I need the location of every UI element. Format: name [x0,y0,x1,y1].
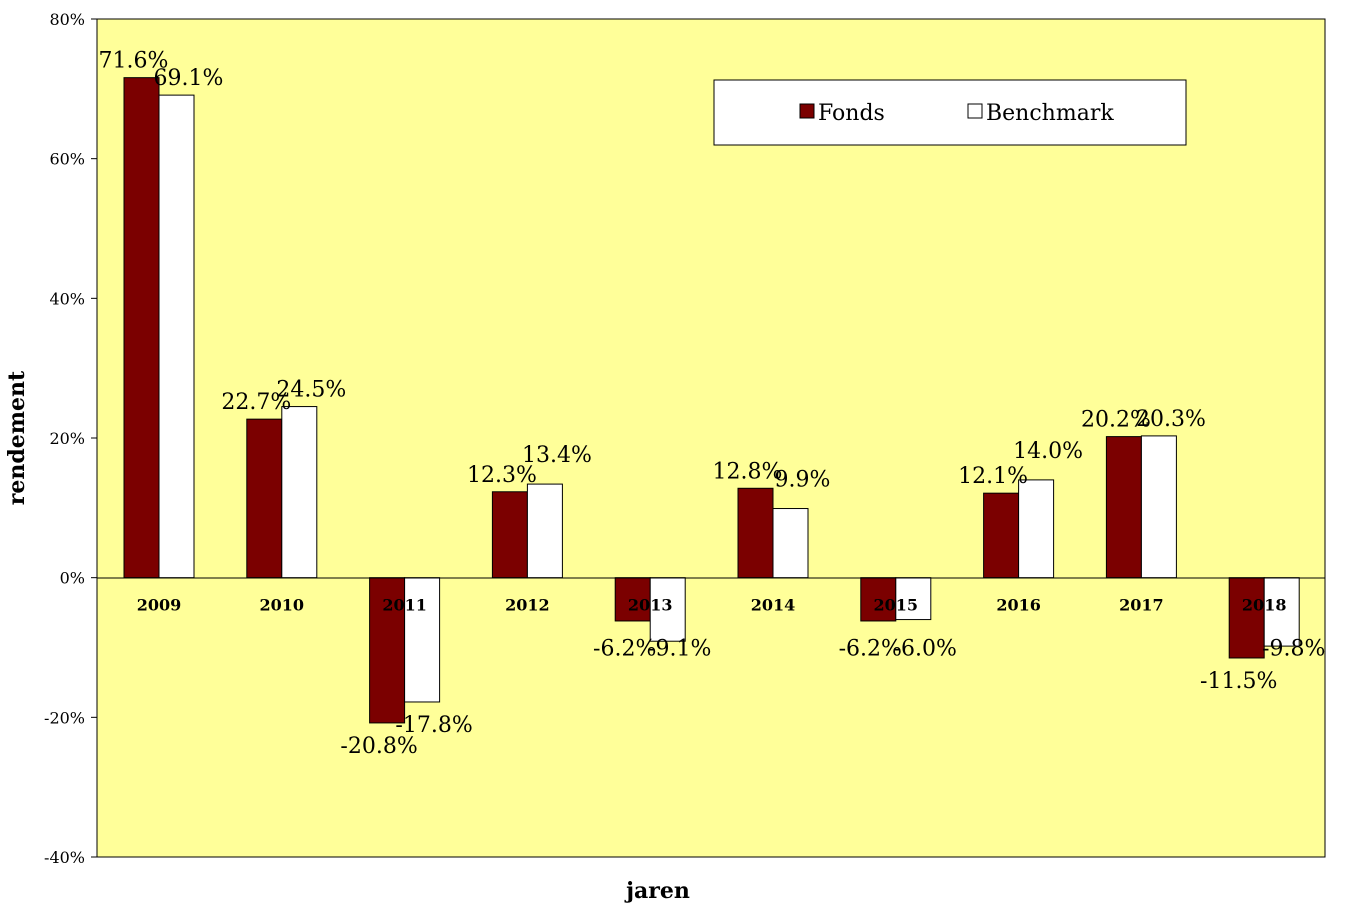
legend: Fonds Benchmark [713,79,1187,146]
y-tick-label: 40% [49,289,85,308]
data-label-fonds: 71.6% [99,49,169,74]
bars [123,77,1300,724]
category-label: 2018 [1242,596,1287,615]
bar-fonds [246,418,283,579]
category-label: 2012 [505,596,550,615]
data-label-fonds: -11.5% [1200,669,1277,694]
bar-fonds [983,492,1020,579]
category-labels: 2009 2010 2011 2012 2013 2014 2015 2016 2017 2018 [137,596,1287,615]
y-tick-label: 0% [60,569,85,588]
data-label-benchmark: 13.4% [522,443,592,468]
bar-benchmark [404,577,441,703]
bar-fonds [123,77,160,579]
bar-benchmark [1018,479,1055,579]
data-label-benchmark: -17.8% [395,713,472,738]
category-label: 2013 [628,596,673,615]
data-label-fonds: 12.8% [713,459,783,484]
bar-fonds [737,487,774,579]
data-label-fonds: 12.1% [958,464,1028,489]
category-label: 2014 [751,596,796,615]
y-tick-label: 20% [49,429,85,448]
bar-fonds [491,491,528,579]
data-label-benchmark: -6.0% [894,637,957,662]
bar-benchmark [649,577,686,642]
bar-benchmark [526,483,563,579]
category-label: 2015 [874,596,919,615]
data-label-benchmark: 69.1% [154,66,224,91]
bar-benchmark [1263,577,1300,647]
x-axis-title: jaren [624,878,690,904]
data-label-fonds: -20.8% [340,734,417,759]
bar-benchmark [772,508,809,579]
bar-fonds [369,577,406,724]
data-label-benchmark: -9.1% [648,637,711,662]
data-label-fonds: 22.7% [221,390,291,415]
data-labels: 71.6% 22.7% -20.8% 12.3% -6.2% 12.8% -6.2% 12.1… [99,49,1326,759]
bar-benchmark [895,577,932,621]
y-tick-label: -20% [44,708,85,727]
data-label-fonds: -6.2% [593,637,656,662]
category-label: 2010 [260,596,305,615]
data-label-fonds: 20.2% [1081,408,1151,433]
y-tick-label: 80% [49,10,85,29]
bar-fonds [614,577,651,622]
bar-fonds [1228,577,1265,659]
data-label-fonds: -6.2% [839,637,902,662]
data-label-benchmark: 14.0% [1013,439,1083,464]
data-label-fonds: 12.3% [467,463,537,488]
legend-swatch-fonds [799,103,815,119]
category-label: 2009 [137,596,182,615]
y-tick-label: -40% [44,848,85,867]
bar-benchmark [158,94,195,579]
legend-box [713,79,1187,146]
legend-swatch-benchmark [967,103,983,119]
data-label-benchmark: 9.9% [775,468,831,493]
data-label-benchmark: 24.5% [276,378,346,403]
bar-benchmark [1140,435,1177,579]
category-label: 2011 [382,596,427,615]
bar-fonds [1105,436,1142,579]
y-tick-label: 60% [49,150,85,169]
bar-benchmark [281,406,318,579]
y-axis-title: rendement [4,370,30,505]
data-label-benchmark: -9.8% [1262,637,1325,662]
category-label: 2016 [996,596,1041,615]
category-label: 2017 [1119,596,1164,615]
data-label-benchmark: 20.3% [1136,407,1206,432]
legend-label-benchmark: Benchmark [986,101,1114,126]
legend-label-fonds: Fonds [818,101,885,126]
y-axis: -40% -20% 0% 20% 40% 60% 80% [44,10,97,867]
